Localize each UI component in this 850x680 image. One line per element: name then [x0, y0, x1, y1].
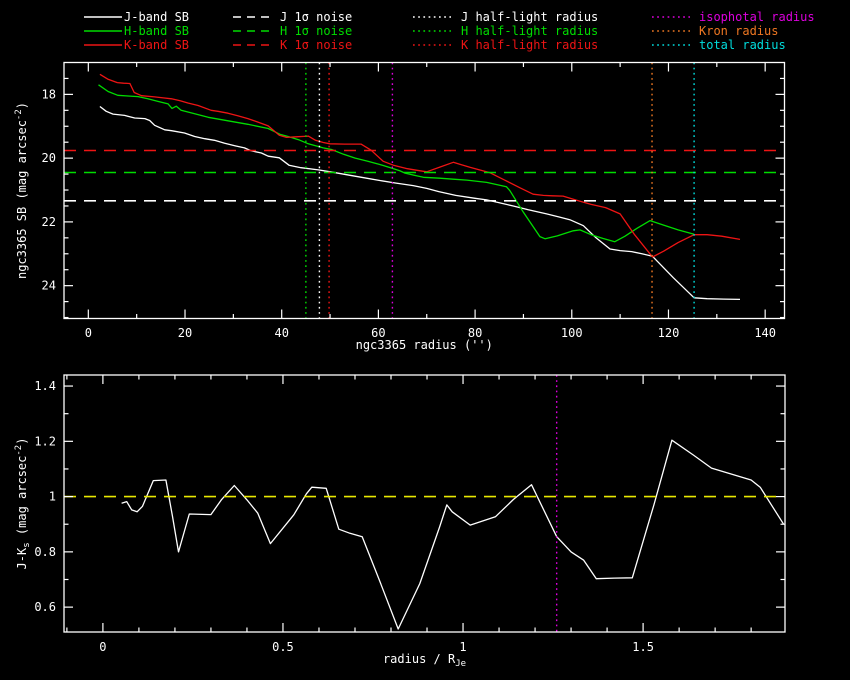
tick-labels: 0 0.5 1 1.5 0.6 0.8 1 1.2 1.4 [34, 379, 654, 654]
tick-labels: 0 20 40 60 80 100 120 140 18 20 22 24 [42, 87, 776, 340]
legend-item-isophotal-radius: isophotal radius [652, 10, 815, 24]
legend-label-total-radius: total radius [699, 38, 786, 52]
legend-label-h-1sigma-noise: H 1σ noise [280, 24, 352, 38]
x-tick-label: 0.5 [272, 640, 294, 654]
legend-column-1: J-band SBH-band SBK-band SB [84, 10, 189, 52]
y-tick-label: 22 [42, 215, 56, 229]
top-plot: 0 20 40 60 80 100 120 140 18 20 22 24 ngc3365 radius… [14, 61, 786, 352]
legend-label-kron-radius: Kron radius [699, 24, 778, 38]
legend-label-isophotal-radius: isophotal radius [699, 10, 815, 24]
x-axis-label: ngc3365 radius ('') [356, 338, 493, 352]
x-tick-label: 1 [459, 640, 466, 654]
ticks [64, 375, 785, 632]
series-group [98, 73, 741, 301]
x-tick-label: 1.5 [632, 640, 654, 654]
legend-label-j-half-light-radius: J half-light radius [461, 10, 598, 24]
x-tick-label: 80 [468, 326, 482, 340]
x-axis-label: radius / RJe [383, 652, 466, 669]
plot-frame [63, 374, 786, 633]
legend-item-h-1sigma-noise: H 1σ noise [233, 24, 352, 38]
legend-item-k-half-light-radius: K half-light radius [413, 38, 598, 52]
x-tick-label: 100 [561, 326, 583, 340]
legend-label-k-band-sb: K-band SB [124, 38, 189, 52]
h-band-sb-curve [98, 84, 695, 243]
series-group [121, 439, 785, 630]
y-axis-label: ngc3365 SB (mag arcsec-2) [14, 102, 29, 279]
y-tick-label: 0.6 [34, 600, 56, 614]
x-tick-label: 140 [754, 326, 776, 340]
legend-label-h-half-light-radius: H half-light radius [461, 24, 598, 38]
y-tick-label: 1.2 [34, 434, 56, 448]
k-band-sb-curve [99, 73, 741, 258]
j-band-sb-curve [99, 105, 741, 301]
legend-label-h-band-sb: H-band SB [124, 24, 189, 38]
y-tick-label: 24 [42, 279, 56, 293]
y-axis-label: J-Ks (mag arcsec-2) [14, 438, 32, 570]
legend-item-j-half-light-radius: J half-light radius [413, 10, 598, 24]
legend-item-h-band-sb: H-band SB [84, 24, 189, 38]
legend-item-j-1sigma-noise: J 1σ noise [233, 10, 352, 24]
x-tick-label: 20 [178, 326, 192, 340]
x-tick-label: 40 [274, 326, 288, 340]
x-tick-label: 0 [85, 326, 92, 340]
x-tick-label: 120 [658, 326, 680, 340]
legend-item-h-half-light-radius: H half-light radius [413, 24, 598, 38]
ticks [64, 62, 785, 319]
j-minus-ks-curve [121, 439, 785, 630]
x-tick-label: 0 [99, 640, 106, 654]
legend-label-k-1sigma-noise: K 1σ noise [280, 38, 352, 52]
y-tick-label: 1.4 [34, 379, 56, 393]
y-tick-label: 1 [49, 490, 56, 504]
x-tick-label: 60 [371, 326, 385, 340]
legend-item-total-radius: total radius [652, 38, 786, 52]
y-tick-label: 20 [42, 151, 56, 165]
bottom-plot: 0 0.5 1 1.5 0.6 0.8 1 1.2 1.4 radius / RJe J-Ks (m… [14, 374, 786, 669]
legend-item-k-1sigma-noise: K 1σ noise [233, 38, 352, 52]
legend-label-k-half-light-radius: K half-light radius [461, 38, 598, 52]
legend-label-j-1sigma-noise: J 1σ noise [280, 10, 352, 24]
legend-item-j-band-sb: J-band SB [84, 10, 189, 24]
y-tick-label: 0.8 [34, 545, 56, 559]
legend-label-j-band-sb: J-band SB [124, 10, 189, 24]
y-tick-label: 18 [42, 87, 56, 101]
legend-item-kron-radius: Kron radius [652, 24, 778, 38]
legend-item-k-band-sb: K-band SB [84, 38, 189, 52]
